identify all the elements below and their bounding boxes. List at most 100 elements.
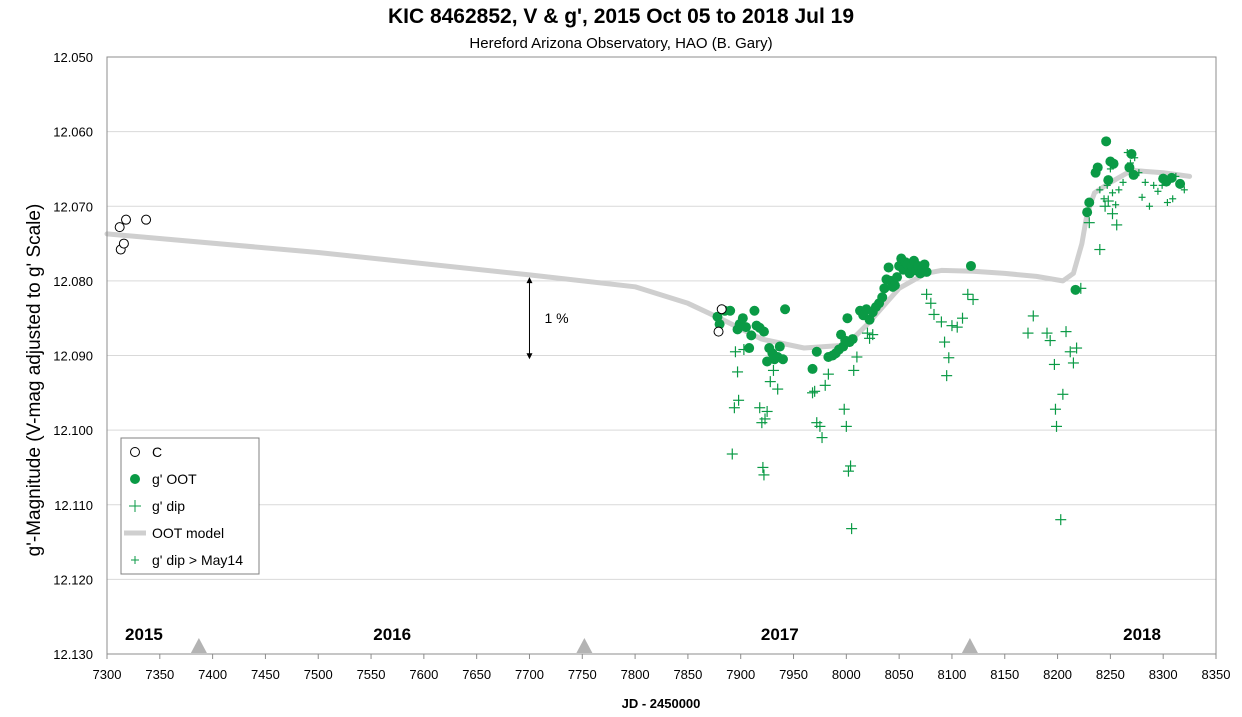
c-point [121,214,132,225]
one-percent-annotation: 1 % [526,277,569,360]
oot-point [842,313,853,324]
dip-may14-point [1141,178,1149,186]
y-tick-label: 12.050 [53,50,93,65]
c-point [141,214,152,225]
dip-point [941,370,953,382]
x-tick-label: 7300 [93,667,122,682]
g-dip-series [726,195,1123,535]
y-tick-label: 12.120 [53,572,93,587]
oot-point [1070,284,1081,295]
year-marker-triangle [576,638,593,653]
oot-point [1166,172,1177,183]
g-oot-series [712,136,1186,374]
x-tick-label: 7900 [726,667,755,682]
oot-point [892,272,903,283]
oot-point [965,260,976,271]
oot-point [740,322,751,333]
dip-point [1111,219,1123,231]
oot-point [777,354,788,365]
dip-point [951,321,963,333]
dip-point [754,402,766,414]
dip-point [1094,244,1106,256]
dip-point [758,469,770,481]
dip-may14-point [1112,201,1120,209]
x-tick-label: 7650 [462,667,491,682]
dip-point [845,460,857,472]
dip-point [767,364,779,376]
y-tick-label: 12.130 [53,647,93,662]
dip-point [1055,514,1067,526]
x-tick-label: 7850 [673,667,702,682]
oot-point [1084,197,1095,208]
dip-point [822,368,834,380]
legend-dip-label: g' dip [152,498,185,514]
annotation-arrow-up [526,277,533,284]
legend-oot-marker [130,474,140,484]
dip-may14-point [1115,186,1123,194]
x-tick-label: 7500 [304,667,333,682]
annotation-arrow-down [526,353,533,360]
c-series [114,214,727,337]
x-tick-label: 8050 [885,667,914,682]
oot-point [746,330,757,341]
legend-c-label: C [152,444,162,460]
legend-dip-marker [129,500,141,512]
chart-subtitle: Hereford Arizona Observatory, HAO (B. Ga… [469,35,772,52]
dip-point [819,379,831,391]
oot-point [749,305,760,316]
dip-point [935,316,947,328]
oot-point [847,334,858,345]
dip-may14-point [1108,189,1116,197]
oot-point [1082,207,1093,218]
dip-point [840,420,852,432]
dip-point [846,523,858,535]
dip-point [848,364,860,376]
plot-area-border [106,56,1217,655]
c-point [713,326,724,337]
oot-point [879,283,890,294]
year-label: 2017 [761,625,799,644]
dip-point [1071,342,1083,354]
chart-title: KIC 8462852, V & g', 2015 Oct 05 to 2018… [388,5,854,28]
x-tick-label: 7800 [621,667,650,682]
x-tick-label: 8150 [990,667,1019,682]
oot-point [811,346,822,357]
dip-point [761,405,773,417]
x-tick-labels: 7300 7350 7400 7450 7500 7550 7600 7650 7700 7750… [93,667,1231,682]
oot-point [725,305,736,316]
dip-point [757,461,769,473]
dip-point [842,465,854,477]
oot-point [780,304,791,315]
oot-point [737,313,748,324]
oot-point [883,262,894,273]
dip-point [921,288,933,300]
year-markers [190,638,978,653]
oot-point [1101,136,1112,147]
dip-point [1027,310,1039,322]
dip-point [925,297,937,309]
x-tick-label: 7550 [357,667,386,682]
x-tick-label: 7750 [568,667,597,682]
dip-point [861,327,873,339]
dip-point [728,402,740,414]
x-tick-label: 8350 [1202,667,1231,682]
dip-may14-point [1154,187,1162,195]
dip-point [764,376,776,388]
y-tick-label: 12.070 [53,199,93,214]
dip-point [943,352,955,364]
x-tick-label: 8300 [1149,667,1178,682]
y-tick-label: 12.090 [53,349,93,364]
oot-point [1103,175,1114,186]
dip-point [957,312,969,324]
x-tick-label: 7950 [779,667,808,682]
c-point [716,304,727,315]
oot-point [1124,162,1135,173]
year-marker-triangle [961,638,978,653]
year-labels: 2015 2016 2017 2018 [125,625,1161,644]
legend: C g' OOT g' dip OOT model g' dip > May14 [120,437,260,575]
oot-point [807,363,818,374]
x-axis-label: JD - 2450000 [622,696,701,711]
dip-point [729,346,741,358]
dip-may14-point [1169,195,1177,203]
